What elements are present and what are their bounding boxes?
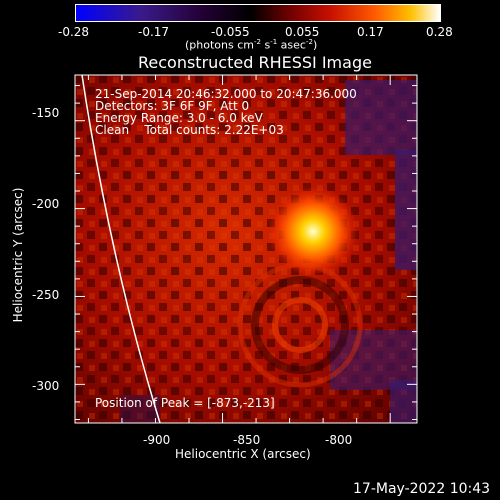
info-detectors: Detectors: 3F 6F 9F, Att 0 — [95, 99, 250, 113]
peak-source — [268, 186, 359, 277]
colorbar-units: (photons cm-2 s-1 asec-2) — [185, 38, 318, 52]
colorbar-tick-2: -0.17 — [138, 25, 170, 39]
info-energy-range: Energy Range: 3.0 - 6.0 keV — [95, 111, 263, 125]
x-tick-label-3: -800 — [325, 433, 353, 447]
solar-limb-line — [81, 75, 161, 423]
info-clean-counts: Clean Total counts: 2.22E+03 — [95, 123, 284, 137]
peak-position-label: Position of Peak = [-873,-213] — [95, 396, 275, 410]
colorbar — [75, 4, 441, 22]
plot-frame — [74, 74, 418, 424]
y-tick-label-1: -150 — [32, 106, 60, 120]
colorbar-tick-1: -0.28 — [58, 25, 90, 39]
y-tick-label-4: -300 — [32, 379, 60, 393]
colorbar-tick-5: 0.17 — [357, 25, 384, 39]
timestamp: 17-May-2022 10:43 — [353, 481, 491, 497]
x-tick-label-2: -850 — [233, 433, 261, 447]
x-tick-label-1: -900 — [143, 433, 171, 447]
y-tick-label-3: -250 — [32, 288, 60, 302]
y-axis-label: Heliocentric Y (arcsec) — [11, 187, 25, 323]
x-axis-label: Heliocentric X (arcsec) — [175, 447, 311, 461]
y-tick-label-2: -200 — [32, 197, 60, 211]
info-time-range: 21-Sep-2014 20:46:32.000 to 20:47:36.000 — [95, 87, 357, 101]
colorbar-tick-4: 0.055 — [285, 25, 320, 39]
colorbar-tick-3: -0.055 — [211, 25, 250, 39]
image-title: Reconstructed RHESSI Image — [138, 53, 372, 72]
colorbar-tick-6: 0.28 — [426, 25, 453, 39]
